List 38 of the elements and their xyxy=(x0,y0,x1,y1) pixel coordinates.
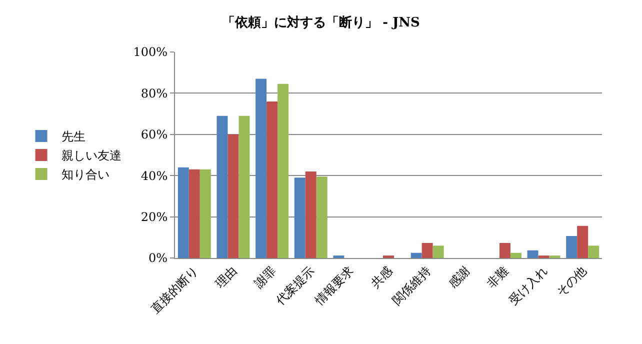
bar xyxy=(188,169,200,258)
bar xyxy=(577,226,588,258)
bar xyxy=(216,116,228,258)
chart-title: 「依頼」に対する「断り」 - JNS xyxy=(222,14,420,30)
legend-label: 先生 xyxy=(61,130,86,144)
legend-label: 親しい友達 xyxy=(61,148,122,163)
bar xyxy=(200,169,211,258)
bar xyxy=(527,250,538,258)
y-tick-label: 20% xyxy=(140,210,168,224)
bar xyxy=(432,246,444,258)
x-tick-label: 共感 xyxy=(368,264,395,291)
y-tick-label: 100% xyxy=(133,45,168,60)
legend-label: 知り合い xyxy=(61,168,110,182)
bar xyxy=(256,78,267,258)
x-tick-label: 直接的断り xyxy=(148,264,201,316)
bar xyxy=(499,242,510,258)
bar xyxy=(178,167,189,258)
bar xyxy=(422,242,433,258)
x-tick-label: 感謝 xyxy=(446,264,473,291)
bar xyxy=(294,178,306,258)
bar xyxy=(410,252,422,258)
bar xyxy=(228,134,239,258)
y-tick-label: 80% xyxy=(140,86,168,100)
bar xyxy=(266,101,278,258)
x-tick-label: 理由 xyxy=(212,264,240,291)
bar xyxy=(588,246,600,258)
bar xyxy=(238,116,250,258)
bar xyxy=(278,84,289,258)
x-tick-label: 謝罪 xyxy=(252,264,278,291)
bar xyxy=(305,171,316,258)
y-tick-label: 40% xyxy=(140,168,168,183)
x-tick-label: 非難 xyxy=(484,264,512,291)
bar xyxy=(316,176,328,258)
bar xyxy=(510,252,522,258)
bar xyxy=(566,236,578,258)
y-tick-label: 60% xyxy=(140,128,168,142)
x-tick-label: その他 xyxy=(554,264,589,300)
y-tick-label: 0% xyxy=(148,251,168,266)
